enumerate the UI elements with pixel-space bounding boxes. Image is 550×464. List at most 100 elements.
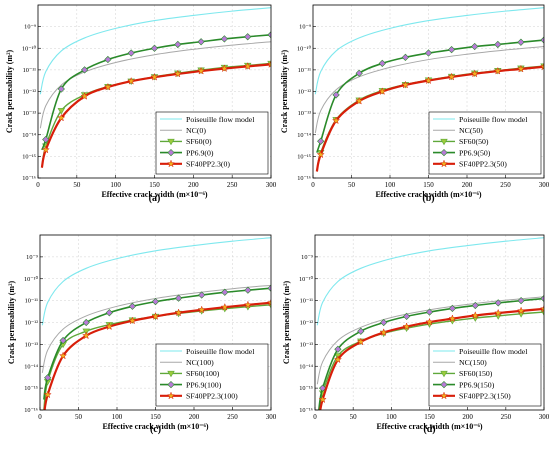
legend-entry-sf40pp2-3-100: SF40PP2.3(100)	[160, 391, 238, 401]
series-line	[41, 284, 271, 373]
panel-label: (c)	[150, 424, 161, 435]
data-point	[174, 40, 182, 49]
data-point	[424, 76, 433, 85]
legend-marker	[439, 159, 449, 168]
legend-label: PP6.9(100)	[186, 380, 222, 389]
data-point	[378, 59, 386, 67]
data-point	[173, 69, 182, 78]
y-tick-label: 10⁻¹³	[25, 341, 39, 348]
series-poiseuille-flow-model	[314, 7, 544, 95]
data-point	[57, 108, 66, 115]
series-line	[316, 237, 544, 326]
legend-label: PP6.9(150)	[459, 380, 495, 389]
legend-marker	[440, 138, 448, 146]
series-nc-50	[314, 46, 544, 134]
x-tick-label: 150	[150, 413, 161, 421]
x-tick-label: 0	[36, 181, 40, 189]
legend-label: PP6.9(0)	[186, 148, 214, 157]
legend: Poiseuille flow model NC(0) SF60(0) PP6.9(0…	[155, 111, 269, 175]
chart-panel: 0 50 100 150 200 250 300 10⁻¹⁶ 10⁻¹⁵ 10⁻¹⁴ 10⁻¹³ 10…	[282, 234, 550, 435]
data-point	[516, 64, 526, 73]
data-point	[105, 322, 114, 331]
data-point	[355, 69, 363, 77]
legend-marker	[166, 391, 176, 400]
y-tick-label: 10⁻¹⁵	[24, 385, 38, 392]
data-point	[80, 66, 89, 74]
legend-entry-pp6-9-100: PP6.9(100)	[160, 380, 222, 389]
x-tick-label: 250	[500, 181, 511, 189]
data-point	[379, 328, 388, 336]
data-point	[151, 298, 160, 306]
data-point	[197, 305, 206, 314]
series-line	[316, 296, 544, 385]
data-point	[332, 91, 340, 99]
legend-entry-sf60-100: SF60(100)	[160, 369, 220, 378]
legend-entry-nc-150: NC(150)	[433, 358, 487, 367]
y-axis-title: Crack permeability (m²)	[5, 50, 14, 134]
x-axis-title: Effective crack width (m×10⁻⁶)	[101, 190, 207, 199]
y-tick-label: 10⁻¹³	[300, 341, 314, 348]
legend-marker	[440, 370, 448, 378]
y-tick-label: 10⁻¹⁴	[22, 132, 37, 139]
data-point	[82, 318, 90, 327]
series-nc-0	[39, 41, 271, 129]
y-tick-label: 10⁻¹³	[23, 110, 37, 117]
x-tick-label: 100	[386, 413, 397, 421]
y-tick-label: 10⁻¹²	[25, 320, 39, 327]
data-point	[58, 351, 68, 360]
x-tick-label: 250	[501, 413, 512, 421]
data-point	[220, 35, 229, 43]
data-point	[447, 46, 456, 54]
legend-label: SF40PP2.3(0)	[186, 160, 230, 169]
legend-label: SF40PP2.3(100)	[186, 392, 238, 401]
series-pp6-9-150	[318, 294, 544, 410]
y-tick-label: 10⁻¹⁴	[297, 132, 312, 139]
legend-label: SF60(50)	[459, 137, 489, 146]
x-tick-label: 200	[188, 181, 199, 189]
series-nc-100	[41, 284, 271, 373]
series-poiseuille-flow-model	[41, 237, 271, 326]
y-tick-label: 10⁻¹⁵	[297, 153, 311, 160]
legend-entry-sf40pp2-3-150: SF40PP2.3(150)	[433, 391, 511, 401]
series-line	[41, 237, 271, 326]
data-point	[425, 317, 434, 326]
legend-entry-sf40pp2-3-50: SF40PP2.3(50)	[433, 159, 507, 169]
x-tick-label: 300	[266, 181, 277, 189]
y-tick-label: 10⁻¹²	[23, 89, 37, 96]
y-tick-label: 10⁻¹²	[298, 89, 312, 96]
data-point	[319, 384, 327, 392]
chart-panel: 0 50 100 150 200 250 300 10⁻¹⁶ 10⁻¹⁵ 10⁻¹⁴ 10⁻¹³ 10…	[280, 4, 550, 204]
data-point	[357, 327, 365, 335]
x-tick-label: 200	[462, 413, 473, 421]
data-point	[356, 337, 365, 346]
x-tick-label: 100	[385, 181, 396, 189]
x-tick-label: 300	[266, 413, 277, 421]
data-point	[220, 302, 229, 311]
legend-label: SF60(100)	[186, 369, 220, 378]
data-point	[448, 304, 457, 313]
series-pp6-9-50	[316, 36, 544, 153]
legend-marker	[166, 159, 176, 168]
data-point	[470, 69, 479, 78]
data-point	[151, 312, 160, 320]
data-point	[57, 113, 66, 122]
series-sf40pp2-3-0	[40, 60, 271, 168]
legend-label: NC(0)	[186, 126, 206, 135]
legend-entry-sf60-50: SF60(50)	[433, 137, 489, 146]
legend: Poiseuille flow model NC(50) SF60(50) PP6.9…	[428, 111, 542, 175]
y-tick-label: 10⁻¹⁶	[24, 407, 38, 414]
y-tick-label: 10⁻¹⁶	[22, 175, 36, 182]
data-point	[448, 314, 457, 323]
x-tick-label: 100	[112, 413, 123, 421]
legend-marker	[440, 380, 448, 389]
legend-entry-pp6-9-50: PP6.9(50)	[433, 148, 491, 157]
x-tick-label: 50	[73, 181, 81, 189]
series-line	[39, 7, 271, 95]
y-tick-label: 10⁻¹¹	[25, 298, 39, 305]
data-point	[402, 322, 411, 331]
y-axis-title: Crack permeability (m²)	[280, 50, 289, 134]
data-point	[471, 311, 480, 319]
chart-panel: 0 50 100 150 200 250 300 10⁻¹⁶ 10⁻¹⁵ 10⁻¹⁴ 10⁻¹³ 10…	[5, 4, 277, 204]
legend-entry-poiseuille-flow-model: Poiseuille flow model	[433, 115, 528, 124]
data-point	[80, 91, 89, 100]
